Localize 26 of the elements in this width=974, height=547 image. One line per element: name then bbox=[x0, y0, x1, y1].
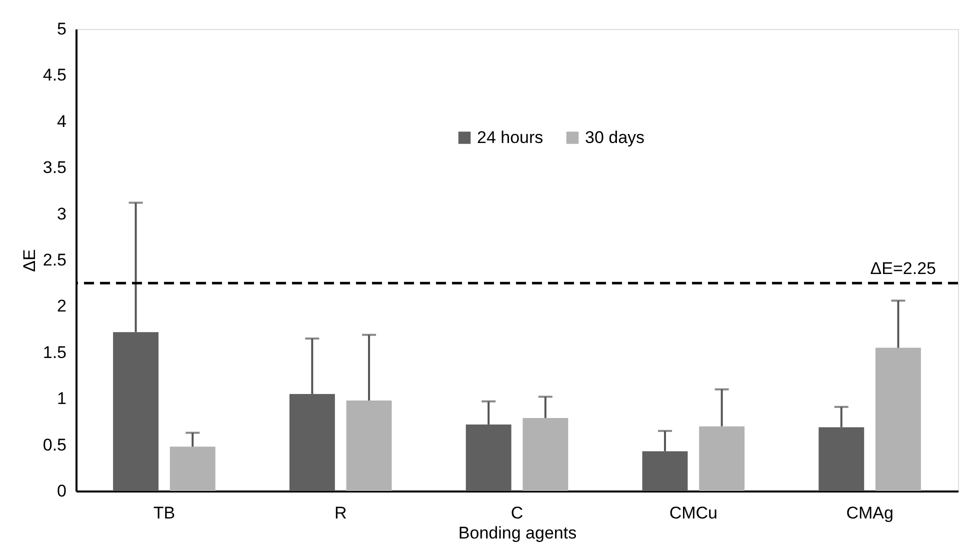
x-tick-label: TB bbox=[153, 504, 176, 522]
bar bbox=[170, 446, 216, 491]
bar bbox=[699, 426, 745, 491]
y-axis-title: ΔE bbox=[20, 249, 39, 272]
legend-label: 24 hours bbox=[477, 128, 544, 147]
x-axis-title: Bonding agents bbox=[458, 524, 577, 542]
y-tick-label: 3 bbox=[57, 204, 66, 224]
y-tick-label: 0 bbox=[57, 482, 66, 500]
y-tick-label: 4 bbox=[57, 112, 66, 131]
y-tick-label: 1 bbox=[57, 389, 66, 408]
y-tick-label: 5 bbox=[57, 20, 66, 38]
y-tick-label: 1.5 bbox=[42, 342, 66, 362]
y-tick-label: 4.5 bbox=[42, 66, 66, 85]
ref-line-label: ΔE=2.25 bbox=[870, 259, 936, 278]
bar bbox=[522, 418, 568, 491]
y-tick-label: 3.5 bbox=[42, 158, 66, 178]
legend-label: 30 days bbox=[585, 128, 645, 147]
bar bbox=[346, 400, 392, 491]
x-tick-label: CMAg bbox=[846, 504, 894, 522]
y-tick-label: 2.5 bbox=[42, 250, 66, 270]
x-tick-label: R bbox=[334, 504, 347, 522]
y-tick-label: 2 bbox=[57, 296, 66, 316]
x-tick-label: CMCu bbox=[669, 504, 718, 522]
x-tick-label: C bbox=[510, 504, 524, 522]
y-tick-label: 0.5 bbox=[42, 435, 66, 454]
bar bbox=[875, 348, 921, 491]
